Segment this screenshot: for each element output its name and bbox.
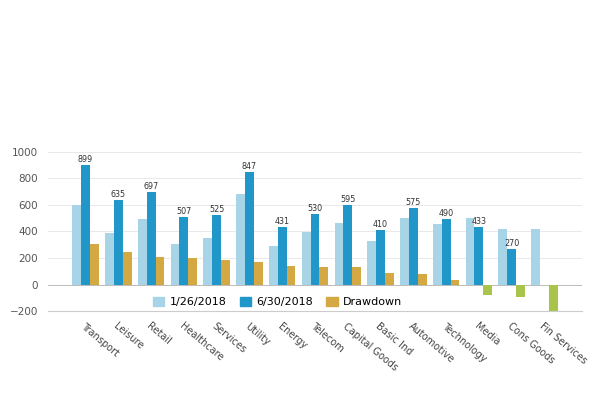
Bar [433,224,442,284]
Bar [335,223,343,284]
Bar [549,284,558,315]
Bar [418,274,427,284]
Legend: 1/26/2018, 6/30/2018, Drawdown: 1/26/2018, 6/30/2018, Drawdown [153,297,403,307]
Bar [499,229,507,284]
Bar [72,205,81,284]
Bar [105,233,114,284]
Bar [170,244,179,284]
Text: 525: 525 [209,205,224,214]
Bar [311,214,319,284]
Bar [475,227,484,284]
Bar [400,218,409,284]
Text: 433: 433 [472,217,487,226]
Bar [212,215,221,284]
Bar [146,192,155,284]
Text: 635: 635 [111,190,126,199]
Bar [409,208,418,284]
Bar [376,230,385,284]
Bar [203,238,212,284]
Text: 431: 431 [275,217,290,226]
Text: 595: 595 [340,196,355,204]
Bar [451,280,460,284]
Text: 270: 270 [504,239,519,248]
Text: 697: 697 [143,182,159,191]
Bar [236,194,245,284]
Bar [155,257,164,284]
Bar [343,205,352,284]
Bar [484,284,492,294]
Bar [367,241,376,284]
Bar [245,172,254,284]
Text: 530: 530 [307,204,323,213]
Bar [302,232,311,284]
Bar [90,244,99,284]
Bar [221,261,230,284]
Bar [81,165,90,284]
Bar [516,284,525,296]
Text: 507: 507 [176,207,191,216]
Bar [319,267,328,284]
Bar [385,273,394,284]
Bar [188,258,197,284]
Text: 575: 575 [406,198,421,207]
Bar [531,229,540,284]
Text: 847: 847 [242,162,257,171]
Bar [269,246,278,284]
Bar [254,262,263,284]
Bar [466,218,475,284]
Bar [352,267,361,284]
Bar [138,219,146,284]
Text: 410: 410 [373,220,388,229]
Bar [507,249,516,284]
Bar [278,227,287,284]
Bar [287,266,295,284]
Bar [179,217,188,284]
Text: 490: 490 [439,209,454,218]
Bar [442,219,451,284]
Bar [114,200,123,284]
Text: 899: 899 [78,155,93,164]
Bar [123,252,131,284]
